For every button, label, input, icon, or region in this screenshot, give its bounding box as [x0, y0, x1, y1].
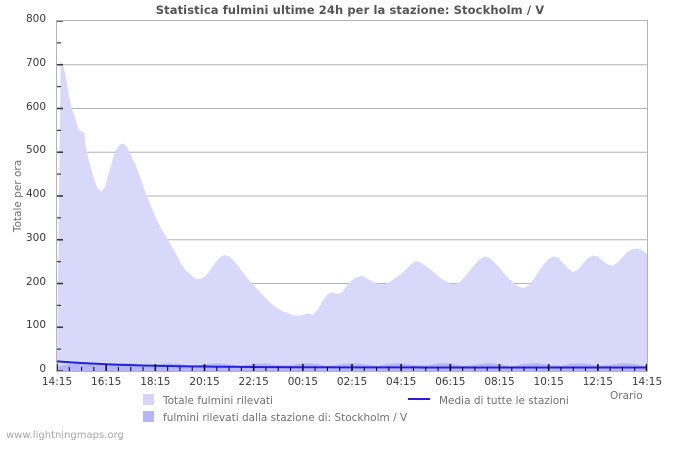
x-axis-tick-label: 18:15 [140, 376, 171, 388]
legend-label: Media di tutte le stazioni [439, 395, 569, 407]
x-axis-ticks [57, 364, 647, 371]
x-axis-tick-label: 22:15 [238, 376, 269, 388]
legend-item[interactable]: Totale fulmini rilevati [143, 393, 273, 409]
x-axis-tick-label: 04:15 [386, 376, 417, 388]
x-axis-title: Orario [610, 390, 643, 402]
x-axis-tick-label: 10:15 [533, 376, 564, 388]
x-axis-tick-label: 06:15 [435, 376, 466, 388]
x-axis-tick-label: 20:15 [189, 376, 220, 388]
legend-item[interactable]: Media di tutte le stazioni [408, 393, 569, 409]
watermark: www.lightningmaps.org [6, 430, 124, 441]
legend-color-swatch [143, 394, 154, 405]
y-axis-tick-label: 100 [25, 319, 46, 332]
x-axis-tick-label: 02:15 [336, 376, 368, 388]
x-axis-tick-label: 08:15 [484, 376, 515, 388]
x-axis-tick-label: 00:15 [287, 376, 318, 388]
y-axis-tick-label: 300 [25, 231, 46, 244]
x-axis-tick-label: 14:15 [631, 376, 663, 388]
page-title: Statistica fulmini ultime 24h per la sta… [155, 3, 545, 17]
y-axis-tick-label: 500 [25, 144, 46, 157]
plot-area [56, 20, 648, 372]
legend-label: fulmini rilevati dalla stazione di: Stoc… [163, 412, 408, 424]
y-axis-tick-label: 700 [25, 56, 46, 69]
chart-legend: Totale fulmini rilevati fulmini rilevati … [0, 393, 700, 429]
legend-line-marker [408, 398, 430, 400]
series-area-total [57, 60, 647, 371]
y-axis-tick-label: 600 [25, 100, 46, 113]
x-axis-tick-label: 16:15 [91, 376, 122, 388]
y-axis-tick-label: 400 [25, 188, 46, 200]
legend-color-swatch [143, 411, 154, 422]
plot-svg [57, 21, 647, 371]
x-axis-tick-label: 14:15 [41, 376, 73, 388]
y-axis-tick-label: 200 [25, 275, 46, 288]
legend-label: Totale fulmini rilevati [163, 395, 273, 407]
y-axis-ticks [57, 21, 63, 371]
x-axis-tick-label: 12:15 [582, 376, 613, 388]
y-axis-tick-label: 800 [25, 13, 46, 25]
legend-item[interactable]: fulmini rilevati dalla stazione di: Stoc… [143, 410, 407, 426]
y-axis-tick-label: 0 [39, 363, 46, 375]
